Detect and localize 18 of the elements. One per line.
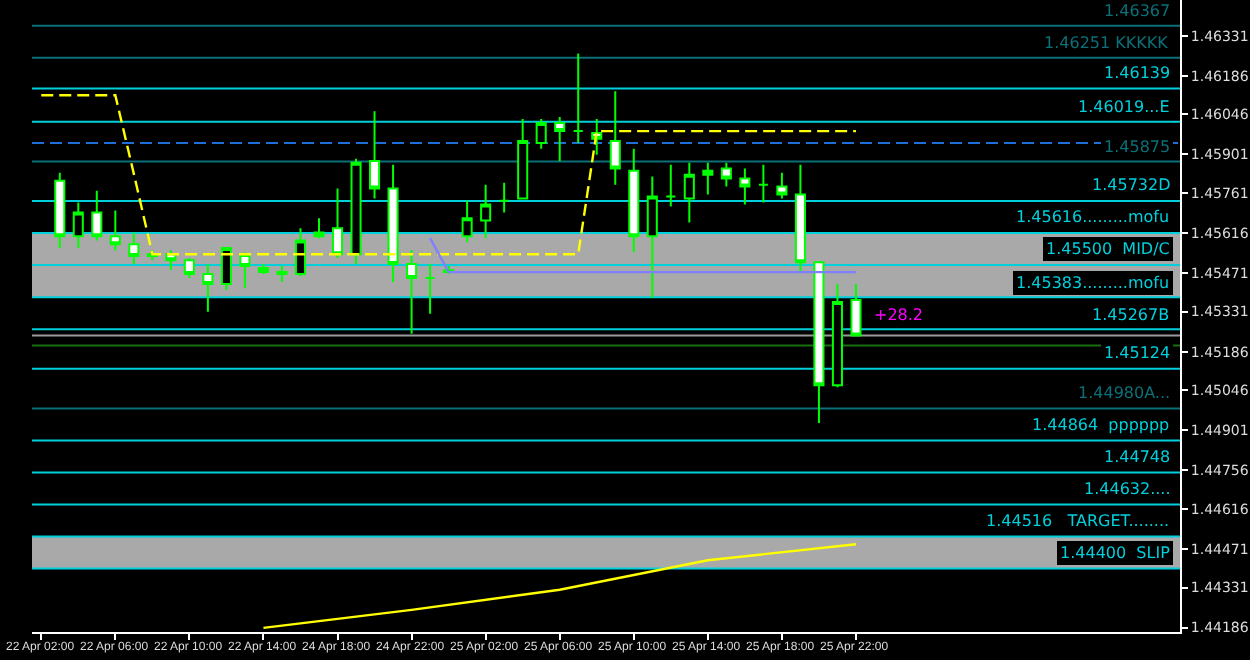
ref-line-label: 1.46251 KKKKK [1044, 34, 1170, 52]
ref-line-label: 1.44632.... [1084, 480, 1171, 498]
ref-line-label: 1.46139 [1104, 64, 1171, 82]
ref-line-label: 1.45732D [1092, 176, 1171, 194]
ref-line-label: 1.44748 [1104, 448, 1171, 466]
ref-line-label: 1.44400 SLIP [1060, 544, 1171, 562]
ref-line-label: 1.45383.........mofu [1016, 274, 1170, 292]
ref-line-label: 1.45616.........mofu [1016, 208, 1170, 226]
ref-line-label: 1.44516 TARGET........ [986, 512, 1170, 530]
ref-line-label: 1.45267B [1092, 306, 1170, 324]
ref-line-label: 1.45875 [1104, 138, 1171, 156]
ref-line-label: 1.46019...E [1078, 98, 1170, 116]
ref-line-label: 1.44980A... [1078, 384, 1171, 402]
ref-line-label: 1.44864 pppppp [1032, 416, 1170, 434]
ref-line-label: 1.46367 [1104, 2, 1171, 20]
ref-line-label: 1.45124 [1104, 344, 1171, 362]
annotation: +28.2 [874, 306, 924, 324]
ref-line-label: 1.45500 MID/C [1046, 240, 1171, 258]
